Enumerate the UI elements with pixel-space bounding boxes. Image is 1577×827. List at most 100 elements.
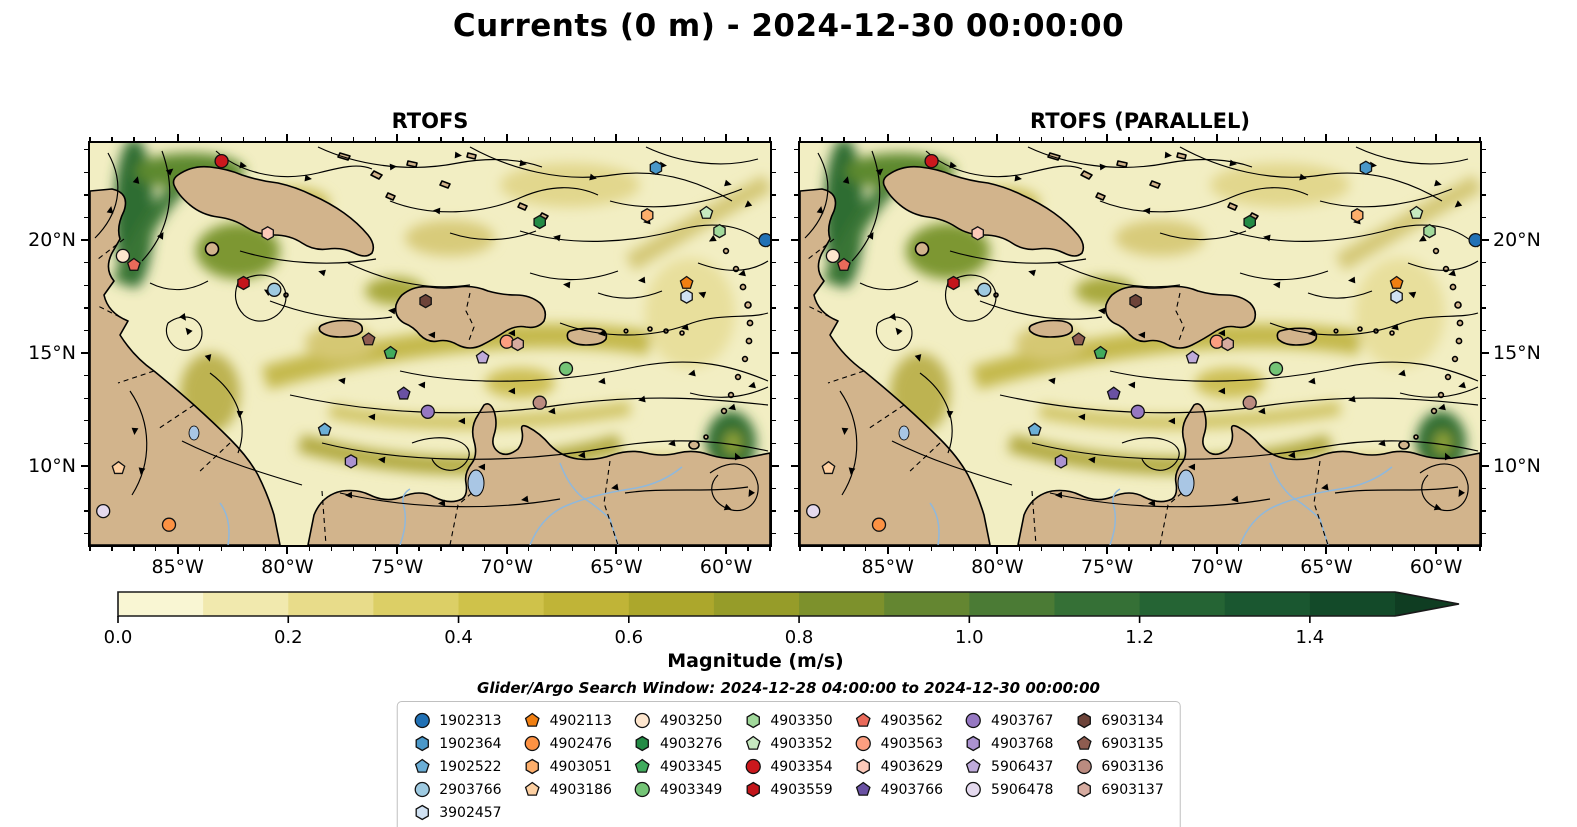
float-marker-4902113	[1389, 275, 1404, 289]
axis-tick	[220, 137, 223, 141]
legend-float-id: 6903136	[1101, 758, 1164, 775]
axis-tick	[1482, 464, 1489, 467]
axis-tick	[1482, 262, 1486, 264]
float-marker-4903345	[1093, 345, 1108, 359]
axis-tick	[81, 464, 88, 467]
axis-tick	[1128, 137, 1130, 141]
circle-marker-icon	[414, 712, 430, 729]
pentagon-marker-icon	[855, 712, 871, 727]
legend-entry-1902522: 1902522	[413, 755, 502, 778]
legend-float-id: 6903135	[1101, 735, 1164, 752]
float-legend: 1902313 1902364 1902522 2903766 3902457 49021…	[396, 701, 1181, 827]
axis-tick	[772, 216, 776, 219]
axis-tick	[1215, 134, 1218, 141]
legend-entry-4903354: 4903354	[744, 755, 833, 778]
axis-tick	[84, 284, 88, 286]
axis-tick	[505, 134, 508, 141]
circle-marker-icon	[634, 712, 651, 729]
legend-entry-4903629: 4903629	[855, 755, 943, 778]
float-marker-4903352	[699, 205, 714, 219]
axis-tick	[111, 137, 113, 141]
axis-tick	[794, 284, 798, 286]
axis-tick	[794, 216, 798, 219]
float-marker-4902113	[679, 275, 694, 289]
axis-tick	[772, 464, 779, 467]
axis-tick	[974, 547, 977, 551]
float-marker-4903562	[836, 257, 851, 271]
legend-float-id: 4903562	[880, 712, 944, 729]
axis-tick	[791, 239, 798, 242]
float-marker-4903563	[499, 334, 514, 349]
legend-entry-1902313: 1902313	[413, 709, 502, 732]
legend-float-id: 4903766	[880, 781, 944, 798]
axis-tick	[549, 547, 552, 551]
float-marker-2903766	[977, 282, 992, 297]
axis-tick	[242, 547, 245, 551]
axis-tick	[1457, 547, 1459, 551]
axis-tick	[1482, 284, 1486, 286]
axis-tick	[794, 420, 798, 422]
axis-tick	[1018, 547, 1020, 551]
float-marker-6903134	[1129, 293, 1142, 309]
axis-tick	[794, 262, 798, 264]
float-marker-4903559	[237, 275, 250, 291]
axis-tick	[794, 510, 798, 512]
float-marker-1902364	[649, 160, 663, 176]
hexagon-marker-icon	[856, 758, 870, 775]
axis-tick	[89, 137, 91, 141]
colorbar-extend-arrow	[1395, 592, 1459, 616]
axis-tick	[843, 547, 845, 551]
axis-tick	[84, 307, 88, 309]
axis-tick	[199, 137, 201, 141]
axis-tick	[1482, 194, 1486, 196]
axis-tick	[374, 137, 376, 141]
axis-tick	[593, 137, 596, 141]
axis-tick	[843, 137, 845, 141]
axis-tick	[791, 464, 798, 467]
axis-tick	[1018, 137, 1020, 141]
legend-entry-4903276: 4903276	[634, 732, 722, 755]
axis-tick	[772, 442, 776, 445]
legend-float-id: 6903134	[1101, 712, 1164, 729]
circle-marker-icon	[414, 781, 430, 798]
axis-tick	[462, 137, 464, 141]
axis-tick	[462, 547, 464, 551]
lat-tick-label: 15°N	[1493, 342, 1541, 365]
map-panel-rtofs: RTOFS 85°W 80°W 75°W 70°W 65°W 60°W 20°N 15°N 10…	[28, 109, 779, 578]
float-marker-4903629	[261, 226, 274, 241]
legend-entry-2903766: 2903766	[413, 778, 502, 801]
axis-tick	[1084, 547, 1086, 551]
legend-column: 4903562 4903563 4903629 4903766	[855, 709, 943, 824]
axis-tick	[1215, 547, 1218, 554]
legend-entry-4903345: 4903345	[634, 755, 722, 778]
axis-tick	[794, 397, 798, 399]
axis-tick	[330, 137, 332, 141]
axis-tick	[1482, 149, 1486, 151]
float-marker-4902476	[161, 517, 177, 532]
float-marker-5906437	[475, 350, 490, 364]
axis-tick	[84, 374, 88, 377]
legend-float-id: 4902476	[549, 735, 612, 752]
lat-tick-label: 20°N	[28, 229, 76, 252]
axis-tick	[615, 547, 618, 554]
axis-tick	[1062, 547, 1064, 551]
axis-tick	[286, 547, 289, 554]
axis-tick	[1084, 137, 1086, 141]
axis-tick	[89, 547, 91, 551]
legend-entry-5906478: 5906478	[965, 778, 1053, 801]
axis-tick	[821, 547, 823, 551]
axis-tick	[440, 547, 442, 551]
axis-tick	[791, 352, 798, 355]
circle-marker-icon	[855, 735, 871, 752]
axis-tick	[593, 547, 596, 551]
circle-marker-icon	[524, 735, 540, 752]
hexagon-marker-icon	[1077, 781, 1091, 798]
colorbar-tick-label: 1.2	[1125, 627, 1154, 648]
axis-tick	[1482, 239, 1489, 242]
axis-tick	[1150, 137, 1152, 141]
axis-tick	[681, 137, 683, 141]
axis-tick	[794, 329, 798, 332]
axis-tick	[909, 547, 911, 551]
axis-tick	[1479, 547, 1481, 551]
axis-tick	[308, 547, 310, 551]
